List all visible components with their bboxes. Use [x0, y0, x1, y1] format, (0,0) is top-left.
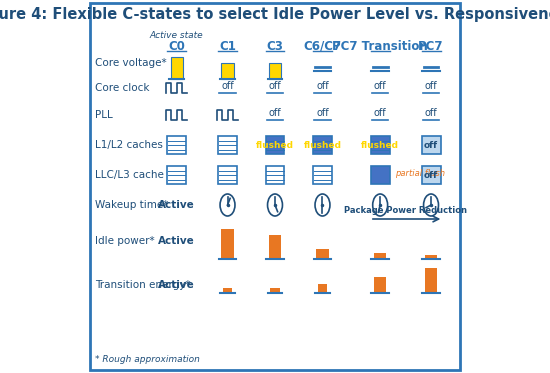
Text: LLC/L3 cache: LLC/L3 cache [95, 170, 164, 180]
Bar [222, 229, 234, 259]
Text: off: off [269, 81, 281, 91]
Bar [167, 136, 186, 154]
Text: off: off [374, 81, 387, 91]
Text: C1: C1 [219, 40, 236, 53]
Bar [313, 166, 332, 184]
Bar [170, 57, 183, 79]
Text: C0: C0 [168, 40, 185, 53]
Text: partial flush: partial flush [395, 169, 445, 178]
Bar [167, 166, 186, 184]
Bar [218, 166, 237, 184]
Text: Idle power*: Idle power* [95, 236, 155, 246]
Text: Core voltage*: Core voltage* [95, 58, 167, 68]
Text: Package Power Reduction: Package Power Reduction [344, 206, 467, 215]
Text: off: off [374, 108, 387, 118]
Bar [425, 255, 437, 259]
Bar [313, 136, 332, 154]
Text: Active: Active [158, 200, 195, 210]
Text: off: off [316, 108, 329, 118]
Bar [371, 166, 389, 184]
Text: PLL: PLL [95, 110, 113, 120]
Text: off: off [424, 170, 438, 179]
Text: Active: Active [158, 280, 195, 290]
Bar [223, 288, 232, 293]
Bar [421, 166, 441, 184]
Text: Core clock: Core clock [95, 83, 150, 93]
Text: C6/C7: C6/C7 [304, 40, 342, 53]
Bar [374, 253, 386, 259]
Text: Wakeup time*: Wakeup time* [95, 200, 169, 210]
Text: flushed: flushed [256, 141, 294, 150]
Text: off: off [221, 81, 234, 91]
Bar [318, 284, 327, 293]
Text: off: off [424, 141, 438, 150]
Bar [316, 249, 328, 259]
Text: flushed: flushed [304, 141, 342, 150]
Text: * Rough approximation: * Rough approximation [95, 355, 200, 364]
Bar [270, 288, 280, 293]
Text: L1/L2 caches: L1/L2 caches [95, 140, 163, 150]
Text: off: off [316, 81, 329, 91]
Text: PC7: PC7 [419, 40, 444, 53]
Text: off: off [425, 108, 437, 118]
Bar [222, 63, 234, 79]
Text: C3: C3 [267, 40, 283, 53]
Text: Transition energy*: Transition energy* [95, 280, 191, 290]
Bar [269, 235, 281, 259]
Text: Active: Active [158, 236, 195, 246]
Bar [266, 136, 284, 154]
Text: flushed: flushed [361, 141, 399, 150]
Bar [371, 136, 389, 154]
Text: off: off [425, 81, 437, 91]
Bar [266, 166, 284, 184]
Bar [425, 268, 437, 293]
Text: off: off [269, 108, 281, 118]
Bar [269, 63, 281, 79]
Bar [218, 136, 237, 154]
Bar [374, 277, 386, 293]
Bar [421, 136, 441, 154]
Text: Active state: Active state [150, 31, 204, 41]
Text: Figure 4: Flexible C-states to select Idle Power Level vs. Responsiveness: Figure 4: Flexible C-states to select Id… [0, 7, 550, 22]
Text: PC7 Transition: PC7 Transition [332, 40, 428, 53]
